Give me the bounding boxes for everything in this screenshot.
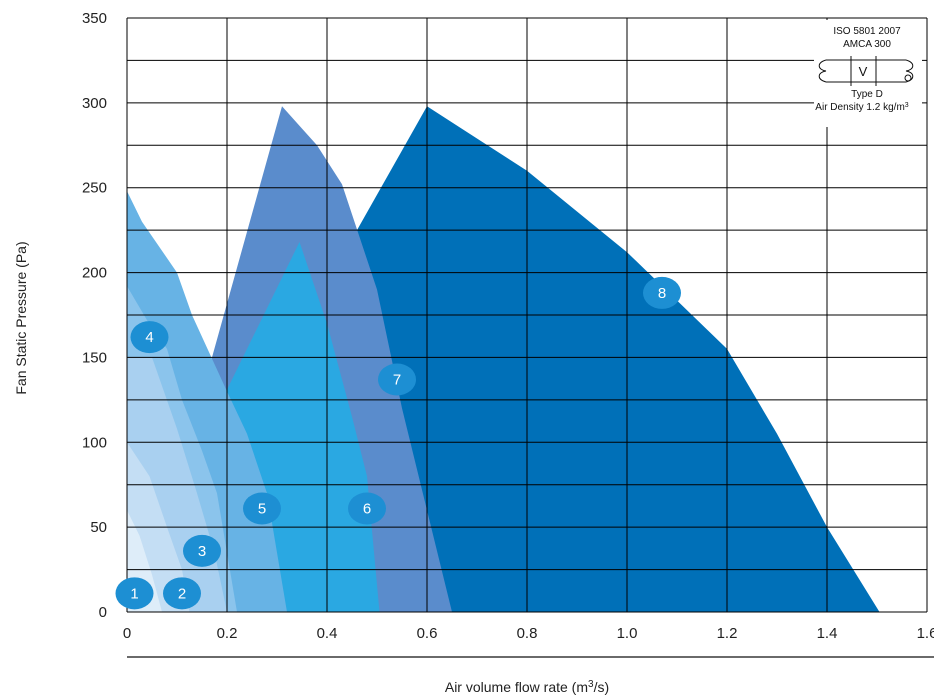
x-axis-label: Air volume flow rate (m3/s) bbox=[445, 679, 609, 696]
series-marker-6: 6 bbox=[348, 492, 386, 525]
x-tick-label: 0 bbox=[123, 625, 131, 642]
series-marker-text: 6 bbox=[363, 500, 371, 517]
y-tick-label: 300 bbox=[82, 95, 107, 112]
legend-v: V bbox=[859, 64, 868, 79]
y-tick-label: 100 bbox=[82, 434, 107, 451]
series-marker-text: 7 bbox=[393, 371, 401, 388]
legend-type: Type D bbox=[851, 89, 883, 100]
y-tick-label: 250 bbox=[82, 180, 107, 197]
x-tick-label: 0.6 bbox=[417, 625, 438, 642]
legend-box bbox=[814, 20, 922, 127]
y-tick-label: 350 bbox=[82, 10, 107, 27]
y-tick-labels: 0 50 100 150 200 250 300 350 bbox=[82, 10, 107, 621]
series-marker-text: 1 bbox=[130, 585, 138, 602]
series-marker-4: 4 bbox=[130, 321, 169, 354]
x-tick-label: 0.2 bbox=[217, 625, 238, 642]
series-marker-circle bbox=[163, 577, 201, 610]
series-marker-circle bbox=[130, 321, 169, 354]
x-tick-label: 1.6 bbox=[917, 625, 934, 642]
series-areas bbox=[127, 106, 880, 613]
y-axis-label: Fan Static Pressure (Pa) bbox=[13, 241, 29, 394]
y-tick-label: 50 bbox=[90, 519, 107, 536]
series-marker-text: 4 bbox=[145, 329, 153, 346]
series-marker-3: 3 bbox=[183, 534, 221, 567]
series-marker-circle bbox=[378, 363, 416, 396]
series-marker-text: 8 bbox=[658, 285, 666, 302]
x-tick-label: 0.8 bbox=[517, 625, 538, 642]
y-tick-label: 0 bbox=[99, 604, 107, 621]
test-standard-legend: ISO 5801 2007 AMCA 300 V Type D Air Dens… bbox=[814, 20, 922, 127]
x-tick-label: 1.0 bbox=[617, 625, 638, 642]
series-marker-circle bbox=[183, 534, 221, 567]
duct-diagram-icon bbox=[818, 56, 914, 86]
series-marker-2: 2 bbox=[163, 577, 201, 610]
series-marker-text: 5 bbox=[258, 500, 266, 517]
x-tick-label: 1.4 bbox=[817, 625, 838, 642]
legend-amca: AMCA 300 bbox=[843, 39, 891, 50]
series-marker-text: 2 bbox=[178, 585, 186, 602]
y-tick-label: 200 bbox=[82, 265, 107, 282]
legend-standard: ISO 5801 2007 bbox=[833, 26, 901, 37]
series-marker-1: 1 bbox=[115, 577, 154, 610]
series-marker-7: 7 bbox=[378, 363, 416, 396]
x-tick-label: 0.4 bbox=[317, 625, 338, 642]
series-area-8 bbox=[357, 106, 880, 613]
series-marker-circle bbox=[115, 577, 154, 610]
series-marker-5: 5 bbox=[243, 492, 281, 525]
series-marker-circle bbox=[643, 276, 681, 309]
legend-density: Air Density 1.2 kg/m3 bbox=[815, 102, 908, 114]
x-tick-label: 1.2 bbox=[717, 625, 738, 642]
y-tick-label: 150 bbox=[82, 349, 107, 366]
series-marker-circle bbox=[243, 492, 281, 525]
x-tick-labels: 0 0.2 0.4 0.6 0.8 1.0 1.2 1.4 1.6 bbox=[123, 625, 934, 642]
series-marker-text: 3 bbox=[198, 543, 206, 560]
series-marker-circle bbox=[348, 492, 386, 525]
series-marker-8: 8 bbox=[643, 276, 681, 309]
series-labels: 8 7 6 5 4 3 2 1 bbox=[115, 276, 681, 610]
